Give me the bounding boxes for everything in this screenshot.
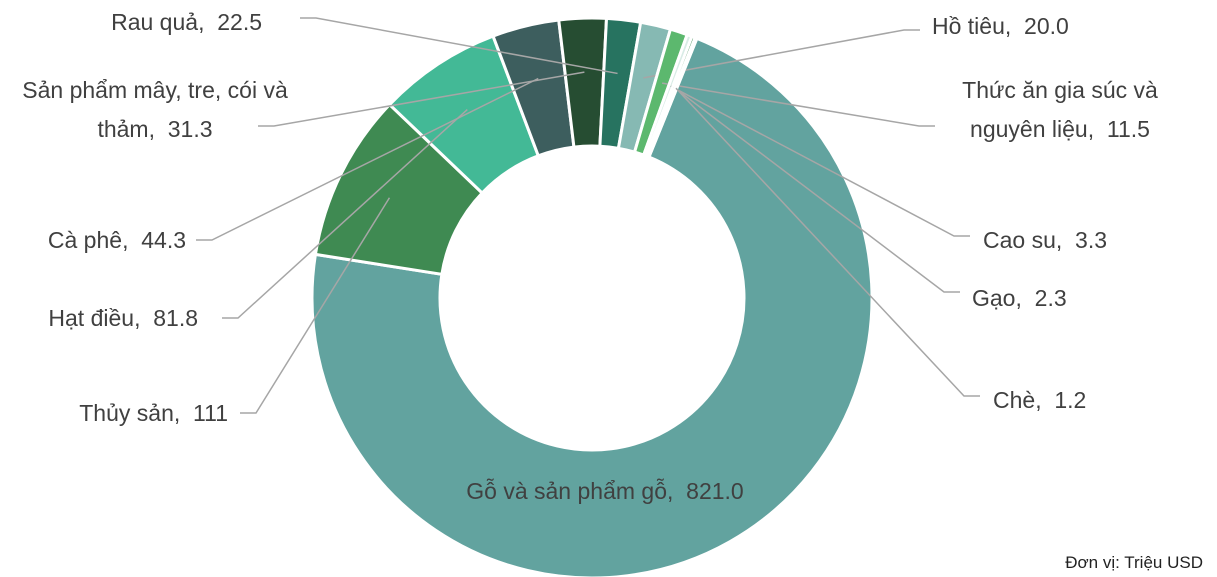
- data-label: Rau quả22.5: [0, 3, 262, 42]
- label-value: 2.3: [1034, 285, 1067, 311]
- label-category: Gạo: [972, 285, 1035, 311]
- leader-line: [300, 17, 618, 75]
- label-value: 81.8: [153, 305, 198, 331]
- label-category: Sản phẩm mây, tre, cói và thảm: [22, 77, 287, 142]
- label-value: 31.3: [167, 116, 213, 142]
- data-label: Cao su3.3: [983, 221, 1217, 260]
- donut-slice: [310, 36, 874, 577]
- label-category: Cà phê: [48, 227, 141, 253]
- label-value: 20.0: [1024, 13, 1069, 39]
- leader-line: [661, 82, 935, 127]
- unit-note: Đơn vị: Triệu USD: [1065, 553, 1203, 572]
- label-category: Chè: [993, 387, 1054, 413]
- label-value: 22.5: [217, 9, 262, 35]
- label-value: 44.3: [141, 227, 186, 253]
- label-value: 11.5: [1106, 116, 1150, 142]
- label-value: 111: [193, 400, 228, 426]
- leader-line: [258, 71, 585, 127]
- leader-line: [675, 87, 980, 397]
- label-category: Cao su: [983, 227, 1075, 253]
- leader-line: [240, 197, 391, 414]
- label-category: Hạt điều: [48, 305, 153, 331]
- data-label: Thủy sản111: [0, 394, 228, 433]
- label-category: Thủy sản: [79, 400, 193, 426]
- label-category: Hồ tiêu: [932, 13, 1024, 39]
- data-label: Chè1.2: [993, 381, 1217, 420]
- leader-line: [643, 29, 920, 79]
- label-value: 3.3: [1075, 227, 1108, 253]
- label-category: Gỗ và sản phẩm gỗ: [466, 478, 686, 504]
- leader-line: [673, 86, 960, 293]
- donut-slice: [646, 35, 699, 160]
- data-label: Gỗ và sản phẩm gỗ821.0: [455, 472, 755, 511]
- data-label: Gạo2.3: [972, 279, 1217, 318]
- label-value: 821.0: [686, 478, 744, 504]
- leader-line: [196, 77, 539, 241]
- data-label: Thức ăn gia súc và nguyên liệu11.5: [930, 71, 1190, 149]
- leader-line: [222, 108, 468, 319]
- data-label: Cà phê44.3: [0, 221, 186, 260]
- data-label: Hồ tiêu20.0: [932, 7, 1217, 46]
- data-label: Sản phẩm mây, tre, cói và thảm31.3: [10, 71, 300, 149]
- label-value: 1.2: [1054, 387, 1087, 413]
- leader-line: [670, 85, 970, 237]
- label-category: Rau quả: [111, 9, 217, 35]
- data-label: Hạt điều81.8: [0, 299, 198, 338]
